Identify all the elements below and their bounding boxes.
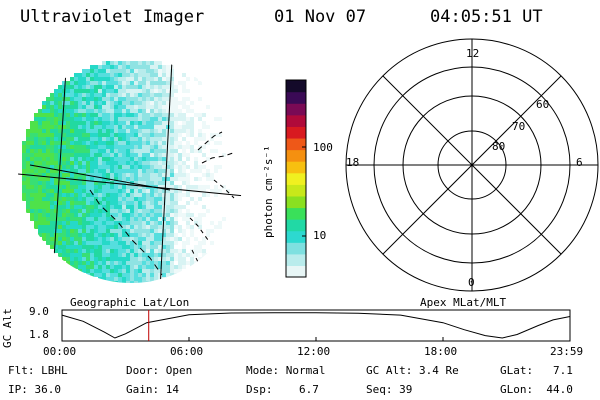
colorbar-segment bbox=[286, 114, 306, 127]
status-mode: Mode: Normal bbox=[246, 364, 326, 377]
gc-alt-ylabel: GC Alt bbox=[1, 308, 14, 348]
colorbar-segment bbox=[286, 149, 306, 162]
gc-alt-xtick-0: 00:00 bbox=[43, 345, 77, 358]
colorbar-label-100: 100 bbox=[313, 141, 333, 154]
colorbar-segment bbox=[286, 137, 306, 151]
geographic-label: Geographic Lat/Lon bbox=[70, 296, 190, 309]
colorbar-segment bbox=[286, 219, 306, 232]
colorbar-segment bbox=[286, 161, 306, 174]
uvi-image-disk bbox=[18, 59, 244, 283]
status-dsp: Dsp: 6.7 bbox=[246, 383, 319, 396]
colorbar-segment bbox=[286, 265, 306, 278]
title: Ultraviolet Imager bbox=[20, 7, 205, 27]
polar-grid bbox=[345, 38, 599, 292]
colorbar-segment bbox=[286, 172, 306, 185]
gc-alt-ytick-max: 9.0 bbox=[29, 305, 49, 318]
gc-alt-chart bbox=[61, 309, 571, 342]
mlat-label-80: 80 bbox=[492, 140, 506, 153]
colorbar-segment bbox=[286, 230, 306, 243]
status-flt: Flt: LBHL bbox=[8, 364, 68, 377]
polar-label-0: 0 bbox=[468, 276, 475, 289]
polar-label-18: 18 bbox=[346, 156, 360, 169]
mlat-label-70: 70 bbox=[512, 120, 526, 133]
colorbar bbox=[285, 79, 307, 278]
gc-alt-ytick-min: 1.8 bbox=[29, 328, 49, 341]
polar-label-12: 12 bbox=[466, 47, 480, 60]
colorbar-segment bbox=[286, 80, 306, 93]
gc-alt-xtick-3: 18:00 bbox=[424, 345, 458, 358]
gc-alt-series-line bbox=[61, 312, 571, 339]
apex-label: Apex MLat/MLT bbox=[420, 296, 507, 309]
colorbar-segment bbox=[286, 126, 306, 139]
gc-alt-xtick-2: 12:00 bbox=[297, 345, 331, 358]
polar-label-6: 6 bbox=[576, 156, 583, 169]
gc-alt-xtick-1: 06:00 bbox=[170, 345, 204, 358]
colorbar-segment bbox=[286, 242, 306, 255]
time-ut: 04:05:51 UT bbox=[430, 7, 543, 27]
status-gain: Gain: 14 bbox=[126, 383, 179, 396]
status-glat: GLat: 7.1 bbox=[500, 364, 573, 377]
colorbar-frame bbox=[285, 79, 307, 278]
colorbar-segment bbox=[286, 184, 306, 197]
colorbar-segment bbox=[286, 195, 306, 209]
colorbar-segment bbox=[286, 253, 306, 267]
gc-alt-xtick-4: 23:59 bbox=[550, 345, 584, 358]
status-glon: GLon: 44.0 bbox=[500, 383, 573, 396]
colorbar-label-10: 10 bbox=[313, 229, 327, 242]
mlat-label-60: 60 bbox=[536, 98, 550, 111]
status-ip: IP: 36.0 bbox=[8, 383, 61, 396]
status-gc-alt: GC Alt: 3.4 Re bbox=[366, 364, 459, 377]
date: 01 Nov 07 bbox=[274, 7, 367, 27]
colorbar-segment bbox=[286, 103, 306, 116]
status-seq: Seq: 39 bbox=[366, 383, 413, 396]
colorbar-segment bbox=[286, 207, 306, 220]
colorbar-unit-label: photon cm⁻²s⁻¹ bbox=[262, 145, 275, 238]
colorbar-segment bbox=[286, 91, 306, 104]
status-door: Door: Open bbox=[126, 364, 193, 377]
